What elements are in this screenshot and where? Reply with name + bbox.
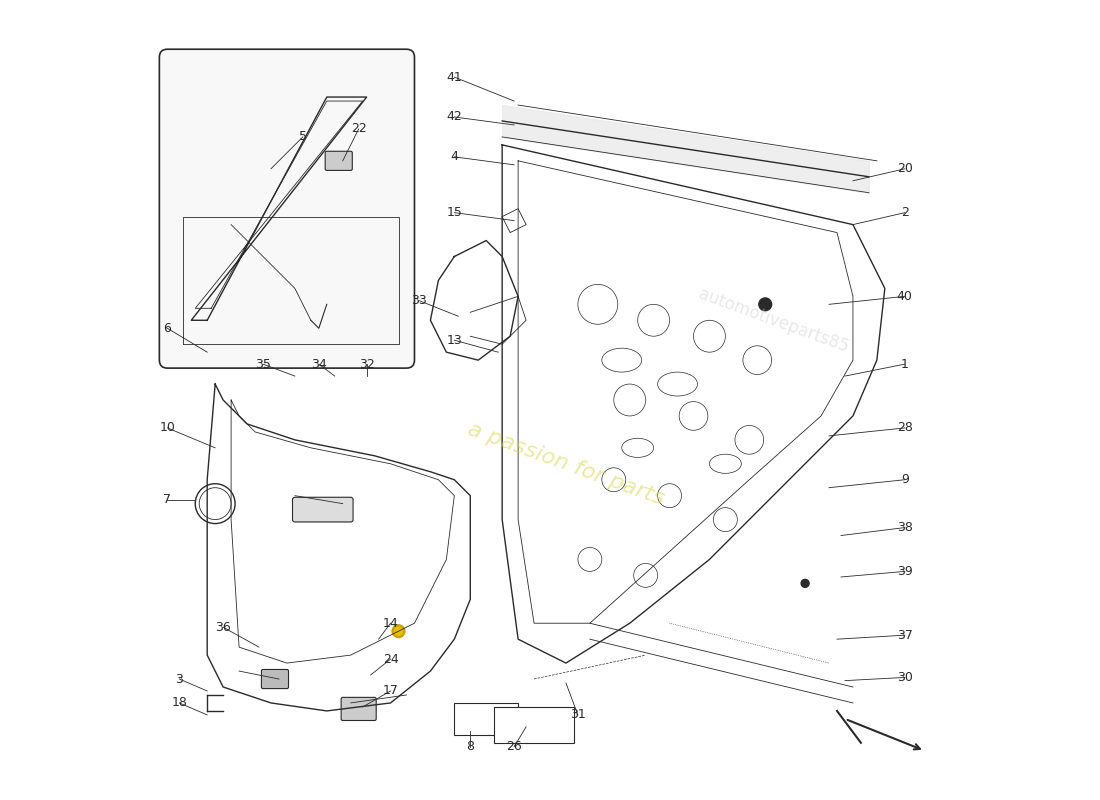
Text: 9: 9 — [901, 474, 909, 486]
Text: 1: 1 — [901, 358, 909, 370]
Circle shape — [392, 625, 405, 638]
Text: 37: 37 — [896, 629, 913, 642]
Text: 18: 18 — [172, 697, 187, 710]
Bar — [454, 703, 518, 735]
Circle shape — [395, 627, 403, 635]
Text: 38: 38 — [896, 521, 913, 534]
Text: automotiveparts85: automotiveparts85 — [695, 285, 850, 356]
Text: 13: 13 — [447, 334, 462, 346]
Text: 28: 28 — [896, 422, 913, 434]
Text: 8: 8 — [466, 740, 474, 754]
Text: 5: 5 — [299, 130, 307, 143]
FancyBboxPatch shape — [326, 151, 352, 170]
Text: 41: 41 — [447, 70, 462, 84]
Text: 20: 20 — [896, 162, 913, 175]
Text: 22: 22 — [351, 122, 366, 135]
FancyBboxPatch shape — [293, 498, 353, 522]
Text: 34: 34 — [311, 358, 327, 370]
Text: 6: 6 — [164, 322, 172, 334]
FancyBboxPatch shape — [341, 698, 376, 721]
Text: 30: 30 — [896, 671, 913, 684]
Text: 39: 39 — [896, 565, 913, 578]
FancyBboxPatch shape — [262, 670, 288, 689]
Text: 31: 31 — [570, 709, 586, 722]
Text: 7: 7 — [163, 493, 172, 506]
Text: 3: 3 — [175, 673, 184, 686]
Bar — [494, 707, 574, 743]
Text: 2: 2 — [901, 206, 909, 219]
Text: 32: 32 — [359, 358, 374, 370]
FancyBboxPatch shape — [160, 50, 415, 368]
Text: 26: 26 — [506, 740, 522, 754]
Circle shape — [801, 579, 810, 587]
Text: 15: 15 — [447, 206, 462, 219]
Text: 10: 10 — [160, 422, 175, 434]
Text: 33: 33 — [410, 294, 427, 307]
Text: 40: 40 — [896, 290, 913, 303]
Text: 17: 17 — [383, 685, 398, 698]
Text: 36: 36 — [216, 621, 231, 634]
Text: 24: 24 — [383, 653, 398, 666]
Text: 4: 4 — [450, 150, 459, 163]
Circle shape — [759, 298, 771, 310]
Text: 42: 42 — [447, 110, 462, 123]
Text: 14: 14 — [383, 617, 398, 630]
Text: a passion for parts: a passion for parts — [465, 419, 667, 509]
Text: 35: 35 — [255, 358, 271, 370]
